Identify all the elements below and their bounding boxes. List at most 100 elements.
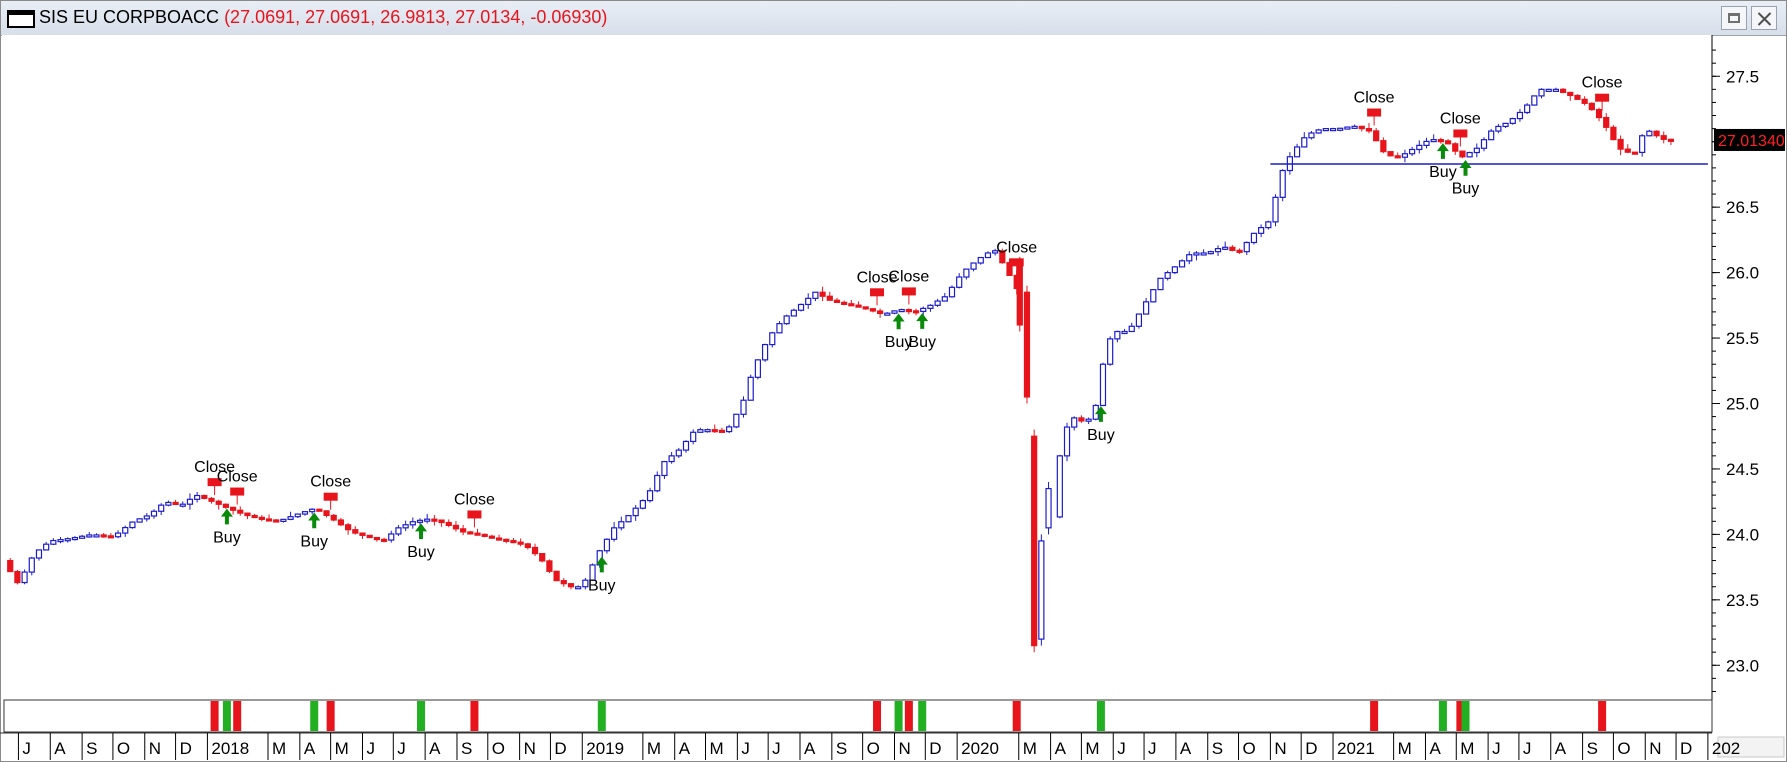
candle[interactable] [977,256,984,264]
candle[interactable] [1351,125,1358,129]
candle[interactable] [740,399,747,415]
candle[interactable] [481,533,488,537]
candle[interactable] [1524,104,1531,114]
candle[interactable] [1250,232,1258,244]
candle[interactable] [1164,272,1171,279]
candle[interactable] [1394,155,1401,159]
candle[interactable] [920,307,927,313]
candle[interactable] [35,549,43,559]
candle[interactable] [927,304,934,309]
candle[interactable] [618,521,625,529]
candle[interactable] [654,474,661,492]
candle[interactable] [675,449,682,457]
candle[interactable] [7,559,14,573]
candle[interactable] [690,431,697,443]
candle[interactable] [970,262,977,270]
candle[interactable] [78,535,86,539]
candle[interactable] [1624,148,1631,153]
candle[interactable] [1236,249,1243,253]
candle[interactable] [1099,363,1107,407]
candle[interactable] [1581,98,1588,104]
candle[interactable] [380,538,388,542]
candle[interactable] [984,252,992,259]
candle[interactable] [309,508,316,513]
candle[interactable] [93,534,100,538]
candle[interactable] [625,515,632,523]
candle[interactable] [373,536,380,541]
candle[interactable] [783,315,790,325]
candle[interactable] [186,498,194,505]
candle[interactable] [1071,417,1078,428]
candle[interactable] [1639,135,1646,154]
candle[interactable] [323,510,330,517]
candle[interactable] [287,516,294,520]
candle[interactable] [14,570,21,584]
candle[interactable] [869,308,877,312]
candle[interactable] [531,546,539,555]
candle[interactable] [603,538,611,552]
candle[interactable] [812,291,819,299]
candle[interactable] [1444,140,1452,145]
candle[interactable] [697,429,704,433]
candle[interactable] [726,426,733,433]
candle[interactable] [258,516,265,520]
candle[interactable] [1567,91,1574,97]
candle[interactable] [1531,95,1538,106]
candle[interactable] [1186,254,1193,262]
candle[interactable] [1344,126,1351,130]
candle[interactable] [912,310,920,314]
candle[interactable] [179,503,186,507]
candle[interactable] [237,509,244,514]
candle[interactable] [395,527,402,535]
candle[interactable] [1229,246,1236,251]
candle[interactable] [294,513,301,518]
candle[interactable] [1207,251,1214,255]
candle[interactable] [884,312,891,316]
candle[interactable] [1358,125,1365,130]
candle[interactable] [1495,125,1502,132]
candle[interactable] [1063,426,1071,457]
candle[interactable] [819,291,826,297]
candle[interactable] [1114,330,1121,340]
candle[interactable] [1373,130,1380,142]
candle[interactable] [992,250,999,254]
candle[interactable] [941,296,948,302]
candle[interactable] [790,309,797,317]
candle[interactable] [560,580,567,585]
candle[interactable] [733,413,740,428]
candle[interactable] [1150,289,1157,303]
candle[interactable] [718,429,726,433]
candle[interactable] [352,529,359,534]
candle[interactable] [1279,169,1286,198]
candle[interactable] [855,304,862,308]
candle[interactable] [833,299,841,303]
candle[interactable] [100,534,107,538]
candle[interactable] [1038,540,1045,640]
candle[interactable] [891,310,898,314]
candle[interactable] [747,376,754,401]
candle[interactable] [1023,291,1031,398]
candle[interactable] [1660,135,1667,140]
candle[interactable] [21,571,28,584]
candle[interactable] [769,332,776,346]
candle[interactable] [107,535,114,539]
candle[interactable] [388,533,395,541]
candle[interactable] [495,537,503,541]
candle[interactable] [359,532,366,536]
candle[interactable] [1653,130,1660,137]
candle[interactable] [1574,94,1581,100]
candle[interactable] [1301,137,1308,148]
candle[interactable] [1387,151,1394,157]
horizontal-scrollbar[interactable] [1717,736,1785,758]
candle[interactable] [826,295,833,301]
candle[interactable] [999,250,1006,264]
maximize-button[interactable] [1721,6,1747,30]
candle[interactable] [1430,139,1437,143]
candle[interactable] [402,524,409,529]
candle[interactable] [1595,109,1603,119]
candle[interactable] [503,538,510,542]
candle[interactable] [1509,117,1516,124]
candle[interactable] [1171,266,1178,274]
candle[interactable] [1380,140,1387,153]
candle[interactable] [215,500,222,505]
